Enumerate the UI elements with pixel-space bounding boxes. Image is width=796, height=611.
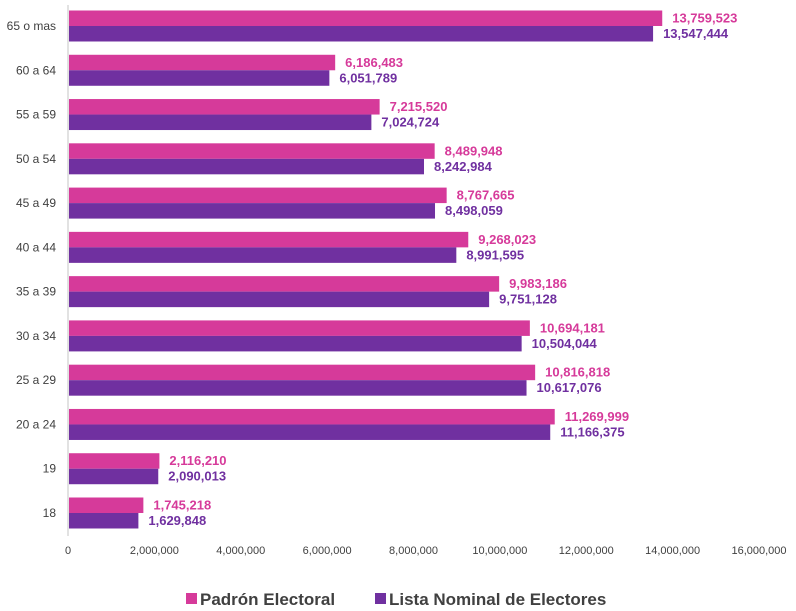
x-tick-label: 12,000,000 <box>559 545 614 557</box>
data-label-lista-nominal: 13,547,444 <box>663 26 729 41</box>
bar-lista-nominal <box>69 158 424 175</box>
bar-lista-nominal <box>69 513 139 529</box>
category-label: 35 a 39 <box>16 285 56 299</box>
data-label-lista-nominal: 8,242,984 <box>434 159 493 174</box>
bar-lista-nominal <box>69 468 159 485</box>
x-tick-label: 2,000,000 <box>130 545 179 557</box>
data-label-lista-nominal: 10,504,044 <box>532 336 598 351</box>
x-tick-label: 6,000,000 <box>303 545 352 557</box>
bar-padron <box>69 497 144 513</box>
legend-label-lista: Lista Nominal de Electores <box>389 590 606 609</box>
category-label: 50 a 54 <box>16 152 56 166</box>
bar-padron <box>69 54 336 71</box>
bar-padron <box>69 453 160 469</box>
category-label: 30 a 34 <box>16 329 56 343</box>
data-label-padron: 8,767,665 <box>457 188 515 203</box>
data-label-lista-nominal: 8,991,595 <box>466 247 524 262</box>
data-label-padron: 9,268,023 <box>478 232 536 247</box>
data-label-lista-nominal: 6,051,789 <box>339 70 397 85</box>
bar-lista-nominal <box>69 114 372 131</box>
bar-padron <box>69 10 663 26</box>
category-label: 25 a 29 <box>16 373 56 387</box>
bar-lista-nominal <box>69 291 490 308</box>
x-tick-label: 16,000,000 <box>731 545 786 557</box>
bar-lista-nominal <box>69 424 551 440</box>
bar-lista-nominal <box>69 26 654 42</box>
category-label: 18 <box>43 506 57 520</box>
bar-lista-nominal <box>69 380 527 396</box>
bar-padron <box>69 143 435 159</box>
legend: Padrón Electoral Lista Nominal de Electo… <box>186 590 606 609</box>
data-label-padron: 10,694,181 <box>540 320 605 335</box>
legend-label-padron: Padrón Electoral <box>200 590 335 609</box>
bar-padron <box>69 231 469 248</box>
bar-lista-nominal <box>69 70 330 86</box>
category-label: 45 a 49 <box>16 196 56 210</box>
data-label-lista-nominal: 1,629,848 <box>148 513 206 528</box>
x-tick-label: 10,000,000 <box>472 545 527 557</box>
bar-padron <box>69 364 536 381</box>
data-label-padron: 6,186,483 <box>345 55 403 70</box>
legend-swatch-lista <box>375 593 386 604</box>
data-label-padron: 2,116,210 <box>169 453 226 468</box>
data-label-padron: 13,759,523 <box>672 11 737 26</box>
bar-padron <box>69 320 530 336</box>
bar-lista-nominal <box>69 247 457 263</box>
data-label-padron: 9,983,186 <box>509 276 567 291</box>
category-label: 60 a 64 <box>16 63 56 77</box>
data-label-lista-nominal: 11,166,375 <box>560 424 624 439</box>
bar-padron <box>69 276 500 292</box>
data-label-lista-nominal: 10,617,076 <box>537 380 602 395</box>
category-label: 65 o mas <box>7 19 56 33</box>
x-tick-label: 4,000,000 <box>216 545 265 557</box>
category-label: 19 <box>43 462 57 476</box>
data-label-padron: 10,816,818 <box>545 365 610 380</box>
bar-padron <box>69 187 447 204</box>
bar-padron <box>69 99 380 115</box>
x-tick-label: 14,000,000 <box>645 545 700 557</box>
category-label: 55 a 59 <box>16 108 56 122</box>
data-label-lista-nominal: 7,024,724 <box>381 115 440 130</box>
legend-swatch-padron <box>186 593 197 604</box>
category-label: 40 a 44 <box>16 240 56 254</box>
bar-padron <box>69 408 555 425</box>
bar-lista-nominal <box>69 335 522 352</box>
category-label: 20 a 24 <box>16 417 56 431</box>
x-tick-label: 8,000,000 <box>389 545 438 557</box>
bar-lista-nominal <box>69 203 436 219</box>
data-label-lista-nominal: 2,090,013 <box>168 469 226 484</box>
x-tick-label: 0 <box>65 545 71 557</box>
data-label-padron: 7,215,520 <box>390 99 448 114</box>
data-label-padron: 1,745,218 <box>153 498 211 513</box>
data-label-padron: 11,269,999 <box>565 409 629 424</box>
data-label-lista-nominal: 9,751,128 <box>499 292 557 307</box>
data-label-lista-nominal: 8,498,059 <box>445 203 503 218</box>
data-label-padron: 8,489,948 <box>445 143 503 158</box>
